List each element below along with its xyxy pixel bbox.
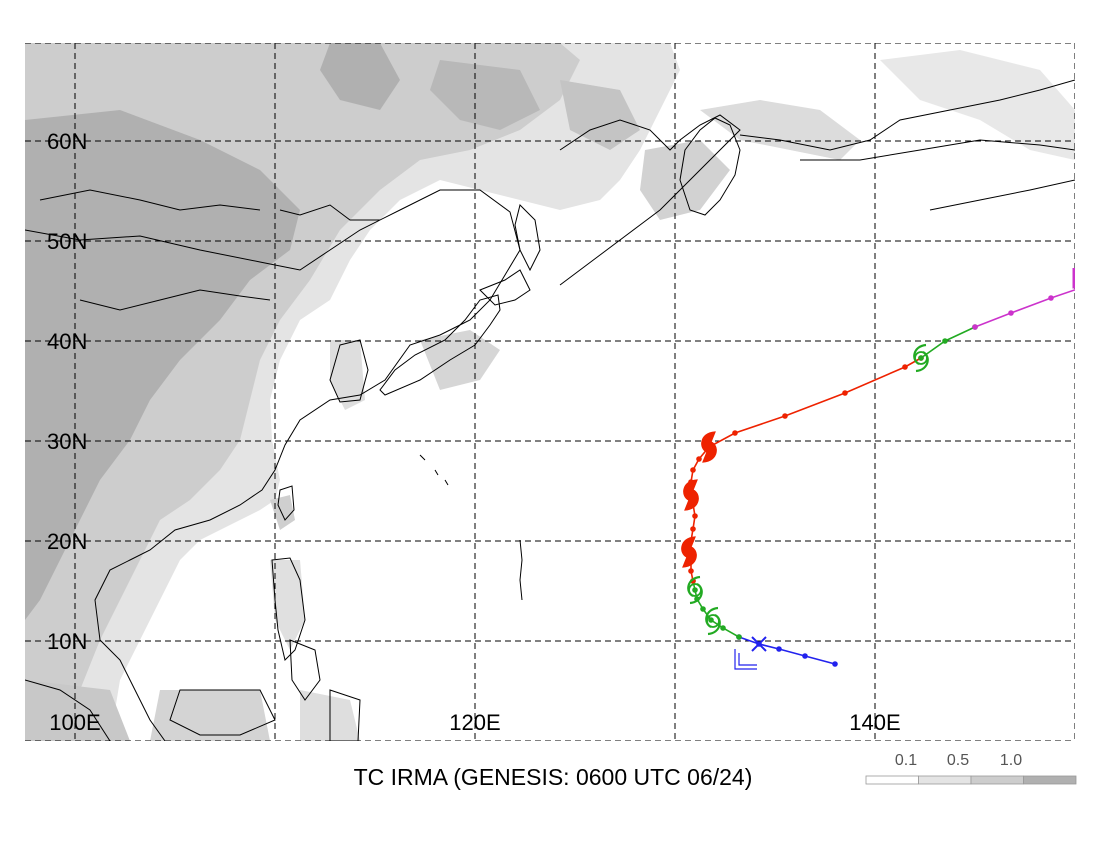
track-point (776, 646, 782, 652)
track-point (782, 413, 788, 419)
track-point (692, 587, 698, 593)
lat-label: 10N (47, 629, 87, 654)
lat-label: 50N (47, 229, 87, 254)
tropical-storm-symbol-center (688, 583, 702, 597)
typhoon-symbol-center (703, 441, 715, 453)
track-point (918, 355, 924, 361)
track-extratropical (974, 288, 1075, 328)
latitude-labels: 10N 20N 30N 40N 50N 60N (47, 129, 87, 654)
track-point (802, 653, 808, 659)
extratropical-x-marker (1084, 278, 1098, 292)
track-point (688, 568, 694, 574)
legend-swatch (970, 775, 1024, 785)
track-point (696, 456, 702, 462)
legend-label-3: 1.0 (1000, 752, 1022, 769)
storm-track (681, 268, 1098, 670)
legend-swatch (918, 775, 972, 785)
track-point (692, 513, 698, 519)
elevation-legend: 0.1 0.5 1.0 (865, 752, 1077, 785)
track-point (720, 625, 726, 631)
track-point (832, 661, 838, 667)
tropical-storm-symbol-center (914, 351, 928, 365)
tropical-storm-symbol-center (706, 614, 720, 628)
legend-label-2: 0.5 (947, 752, 969, 769)
coastlines (25, 79, 1075, 741)
map-title: TC IRMA (GENESIS: 0600 UTC 06/24) (354, 764, 753, 790)
track-point (690, 526, 696, 532)
legend-colorbar (865, 775, 1077, 785)
longitude-labels: 100E120E140E160E180 (49, 710, 900, 735)
legend-swatch (865, 775, 919, 785)
legend-swatch (1023, 775, 1077, 785)
terrain-shading (25, 43, 1075, 741)
lat-label: 20N (47, 529, 87, 554)
depression-box-marker (734, 649, 757, 670)
depression-x-marker (751, 636, 767, 652)
lat-label: 60N (47, 129, 87, 154)
graticule (25, 43, 1075, 741)
track-point (1048, 295, 1054, 301)
track-point (842, 390, 848, 396)
track-point (690, 467, 696, 473)
lon-label: 100E (49, 710, 100, 735)
track-point (902, 364, 908, 370)
track-point (1086, 282, 1092, 288)
lon-label: 140E (849, 710, 900, 735)
extratropical-L-marker (1072, 268, 1075, 289)
track-point (700, 606, 706, 612)
track-point (736, 634, 742, 640)
lat-label: 30N (47, 429, 87, 454)
track-point (942, 338, 948, 344)
legend-label-1: 0.1 (895, 752, 917, 769)
track-point (708, 617, 714, 623)
track-point (1008, 310, 1014, 316)
typhoon-symbol-center (685, 489, 697, 501)
typhoon-symbol-center (683, 546, 695, 558)
lon-label: 120E (449, 710, 500, 735)
track-point (732, 430, 738, 436)
track-point (972, 324, 978, 330)
lat-label: 40N (47, 329, 87, 354)
